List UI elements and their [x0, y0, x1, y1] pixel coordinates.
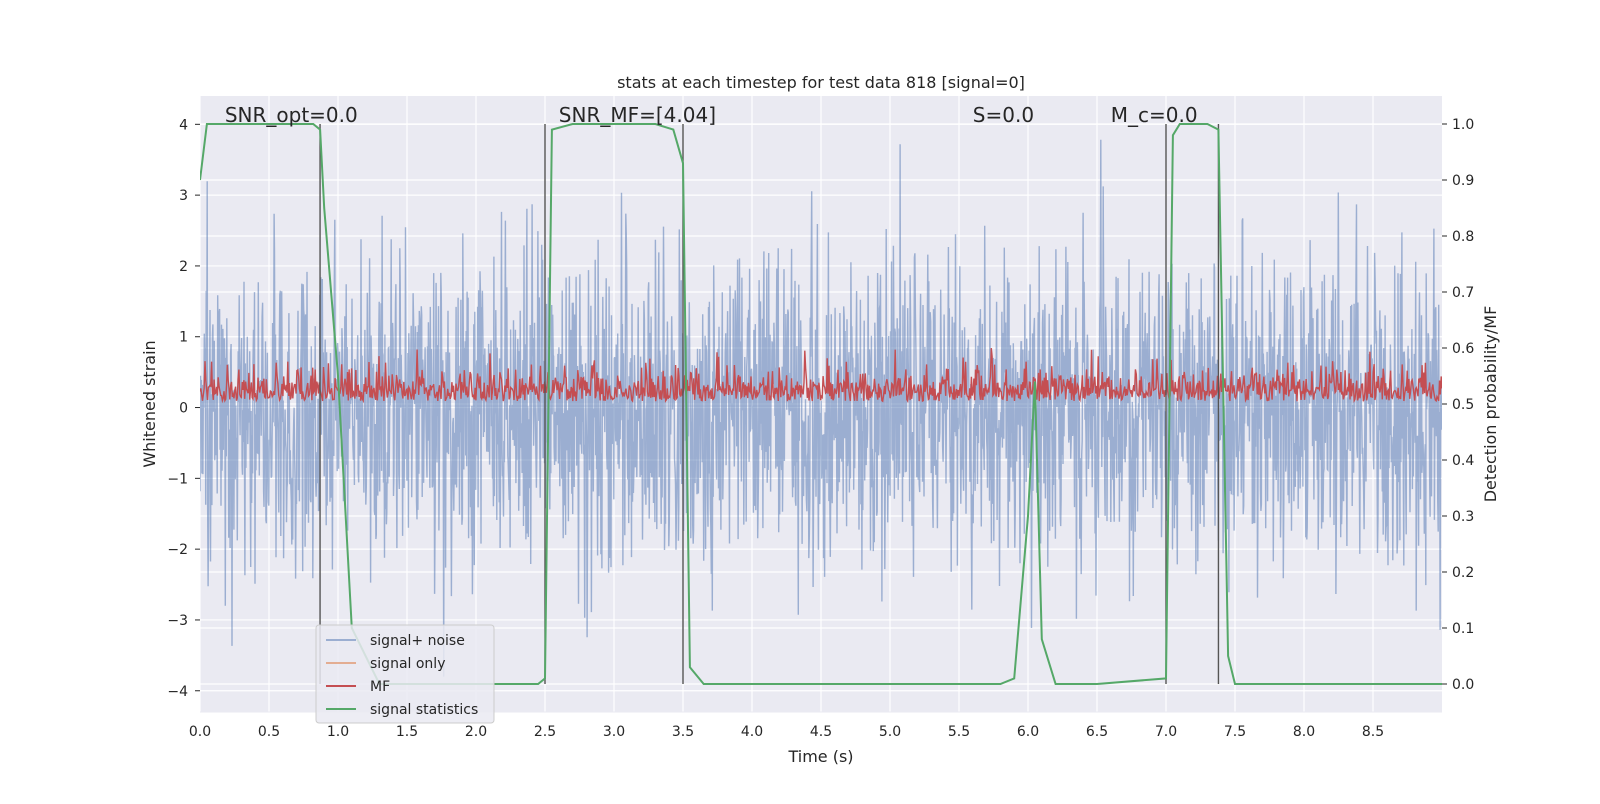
x-axis-ticks: 0.0 0.5 1.0 1.5 2.0 2.5 3.0 3.5 4.0 4.5 5.0 5.5 6.0 6… — [189, 724, 1384, 740]
annotation-text: SNR_MF=[4.04] — [559, 103, 716, 127]
signal-noise-series — [200, 139, 1442, 677]
x-tick-label: 7.0 — [1155, 724, 1177, 740]
legend-label-signal-only: signal only — [370, 656, 445, 672]
x-tick-label: 4.0 — [741, 724, 763, 740]
y2-tick-label: 0.3 — [1452, 509, 1474, 525]
x-tick-label: 6.0 — [1017, 724, 1039, 740]
y-tick-label: 2 — [179, 259, 188, 275]
annotation-text: M_c=0.0 — [1111, 103, 1198, 127]
x-tick-label: 0.5 — [258, 724, 280, 740]
y-tick-label: 1 — [179, 330, 188, 346]
y2-tick-label: 0.1 — [1452, 621, 1474, 637]
x-tick-label: 6.5 — [1086, 724, 1108, 740]
x-tick-label: 7.5 — [1224, 724, 1246, 740]
mf-line — [200, 348, 1442, 404]
y2-tick-label: 0.4 — [1452, 453, 1474, 469]
chart-title: stats at each timestep for test data 818… — [617, 73, 1025, 92]
x-tick-label: 5.0 — [879, 724, 901, 740]
y-tick-label: 3 — [179, 188, 188, 204]
y2-tick-label: 0.0 — [1452, 677, 1474, 693]
annotation-text: S=0.0 — [973, 103, 1034, 127]
signal-statistics-series — [200, 123, 1442, 685]
x-tick-label: 1.5 — [396, 724, 418, 740]
legend: signal+ noise signal only MF signal stat… — [315, 624, 495, 724]
annotations: SNR_opt=0.0 SNR_MF=[4.04] S=0.0 M_c=0.0 — [225, 103, 1198, 127]
y-tick-label: −2 — [167, 542, 188, 558]
legend-label-signal-statistics: signal statistics — [370, 702, 478, 718]
y-tick-label: −3 — [167, 613, 188, 629]
y2-tick-label: 0.6 — [1452, 341, 1474, 357]
legend-box — [315, 624, 495, 724]
x-tick-label: 1.0 — [327, 724, 349, 740]
y-tick-label: −4 — [167, 684, 188, 700]
y2-tick-label: 0.7 — [1452, 285, 1474, 301]
x-axis-label: Time (s) — [787, 747, 853, 766]
signal-statistics-line — [200, 123, 1442, 685]
y-axis-label: Whitened strain — [140, 340, 159, 467]
x-tick-label: 3.5 — [672, 724, 694, 740]
y-axis-ticks: −4 −3 −2 −1 0 1 2 3 4 — [167, 117, 200, 700]
x-tick-label: 8.5 — [1362, 724, 1384, 740]
x-tick-label: 2.0 — [465, 724, 487, 740]
y-tick-label: −1 — [167, 471, 188, 487]
y2-tick-label: 0.5 — [1452, 397, 1474, 413]
x-tick-label: 4.5 — [810, 724, 832, 740]
annotation-text: SNR_opt=0.0 — [225, 103, 358, 127]
x-tick-label: 3.0 — [603, 724, 625, 740]
y2-tick-label: 0.2 — [1452, 565, 1474, 581]
y2-axis-label: Detection probability/MF — [1481, 306, 1500, 503]
y2-tick-label: 0.8 — [1452, 229, 1474, 245]
legend-label-mf: MF — [370, 679, 390, 695]
y2-tick-label: 0.9 — [1452, 173, 1474, 189]
x-tick-label: 0.0 — [189, 724, 211, 740]
x-tick-label: 2.5 — [534, 724, 556, 740]
mf-series — [200, 348, 1442, 404]
y2-tick-label: 1.0 — [1452, 117, 1474, 133]
y-tick-label: 0 — [179, 401, 188, 417]
signal-noise-line — [200, 139, 1442, 677]
y2-axis-ticks: 0.0 0.1 0.2 0.3 0.4 0.5 0.6 0.7 0.8 0.9 1.0 — [1442, 117, 1474, 693]
vertical-markers — [319, 124, 1220, 684]
y-tick-label: 4 — [179, 117, 188, 133]
x-tick-label: 8.0 — [1293, 724, 1315, 740]
legend-label-signal-noise: signal+ noise — [370, 633, 465, 649]
x-tick-label: 5.5 — [948, 724, 970, 740]
